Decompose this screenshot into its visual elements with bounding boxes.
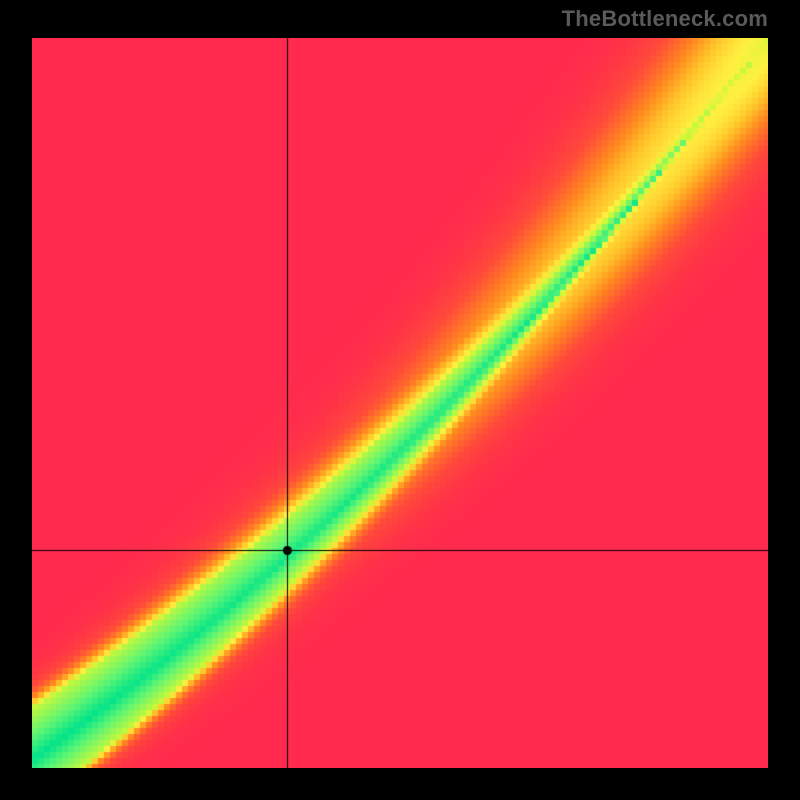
chart-container: TheBottleneck.com <box>0 0 800 800</box>
heatmap-plot <box>32 38 768 768</box>
attribution-label: TheBottleneck.com <box>562 6 768 32</box>
heatmap-canvas <box>32 38 768 768</box>
